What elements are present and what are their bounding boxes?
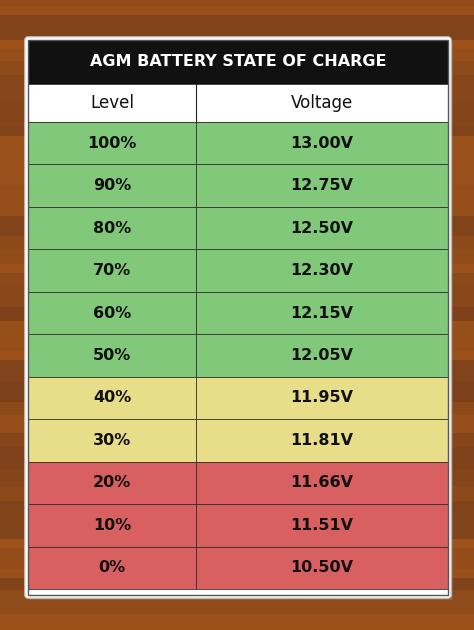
- Bar: [28, 335, 196, 377]
- Text: 40%: 40%: [93, 391, 131, 406]
- Bar: [0, 0, 474, 7]
- Bar: [0, 433, 474, 447]
- Bar: [196, 122, 448, 164]
- Text: 90%: 90%: [93, 178, 131, 193]
- Bar: [0, 186, 474, 215]
- Bar: [0, 415, 474, 433]
- Bar: [196, 249, 448, 292]
- Bar: [0, 273, 474, 284]
- FancyBboxPatch shape: [29, 41, 453, 600]
- Text: 11.51V: 11.51V: [291, 518, 354, 533]
- Bar: [0, 75, 474, 101]
- Bar: [0, 569, 474, 578]
- Bar: [0, 40, 474, 49]
- Bar: [28, 122, 196, 164]
- Text: 12.30V: 12.30V: [291, 263, 354, 278]
- Bar: [0, 590, 474, 614]
- Bar: [0, 447, 474, 469]
- Bar: [28, 462, 196, 504]
- Text: 12.05V: 12.05V: [291, 348, 354, 363]
- Bar: [0, 251, 474, 264]
- Bar: [0, 501, 474, 513]
- Bar: [0, 539, 474, 547]
- Bar: [28, 207, 196, 249]
- Bar: [28, 504, 196, 547]
- Bar: [196, 292, 448, 335]
- Text: 11.66V: 11.66V: [291, 476, 354, 490]
- Bar: [28, 547, 196, 589]
- Bar: [196, 335, 448, 377]
- Bar: [0, 486, 474, 501]
- Bar: [0, 469, 474, 486]
- Text: 100%: 100%: [87, 135, 137, 151]
- Bar: [196, 504, 448, 547]
- Text: Voltage: Voltage: [291, 94, 353, 112]
- Bar: [0, 215, 474, 236]
- Bar: [28, 377, 196, 419]
- Bar: [196, 419, 448, 462]
- FancyBboxPatch shape: [25, 37, 451, 598]
- Bar: [0, 578, 474, 590]
- Bar: [0, 15, 474, 40]
- Text: 13.00V: 13.00V: [291, 135, 354, 151]
- Text: 20%: 20%: [93, 476, 131, 490]
- Bar: [0, 264, 474, 273]
- Text: 60%: 60%: [93, 306, 131, 321]
- Text: 12.50V: 12.50V: [291, 220, 354, 236]
- Bar: [28, 419, 196, 462]
- Bar: [0, 7, 474, 15]
- Bar: [28, 84, 448, 122]
- Bar: [28, 164, 196, 207]
- Bar: [196, 207, 448, 249]
- Bar: [0, 236, 474, 251]
- Text: 11.81V: 11.81V: [291, 433, 354, 448]
- Text: 30%: 30%: [93, 433, 131, 448]
- Text: 70%: 70%: [93, 263, 131, 278]
- Bar: [0, 127, 474, 137]
- Bar: [28, 249, 196, 292]
- Bar: [0, 403, 474, 415]
- Bar: [0, 158, 474, 186]
- Bar: [0, 137, 474, 158]
- Text: 10%: 10%: [93, 518, 131, 533]
- Bar: [0, 118, 474, 127]
- Bar: [196, 462, 448, 504]
- Bar: [0, 547, 474, 569]
- Text: 50%: 50%: [93, 348, 131, 363]
- Text: 0%: 0%: [99, 560, 126, 575]
- Bar: [0, 60, 474, 75]
- Bar: [0, 307, 474, 321]
- Bar: [0, 49, 474, 60]
- Bar: [0, 351, 474, 360]
- Text: 10.50V: 10.50V: [291, 560, 354, 575]
- Bar: [0, 381, 474, 403]
- Text: 12.15V: 12.15V: [291, 306, 354, 321]
- Text: 80%: 80%: [93, 220, 131, 236]
- Bar: [28, 40, 448, 595]
- Bar: [0, 284, 474, 307]
- Text: AGM BATTERY STATE OF CHARGE: AGM BATTERY STATE OF CHARGE: [90, 55, 386, 69]
- Bar: [0, 360, 474, 381]
- Bar: [196, 547, 448, 589]
- Bar: [0, 101, 474, 118]
- Bar: [196, 377, 448, 419]
- Bar: [0, 321, 474, 351]
- Bar: [0, 513, 474, 539]
- Text: Level: Level: [90, 94, 134, 112]
- Bar: [28, 40, 448, 84]
- Text: 11.95V: 11.95V: [291, 391, 354, 406]
- Bar: [196, 164, 448, 207]
- Text: 12.75V: 12.75V: [291, 178, 354, 193]
- Bar: [0, 614, 474, 630]
- Bar: [28, 292, 196, 335]
